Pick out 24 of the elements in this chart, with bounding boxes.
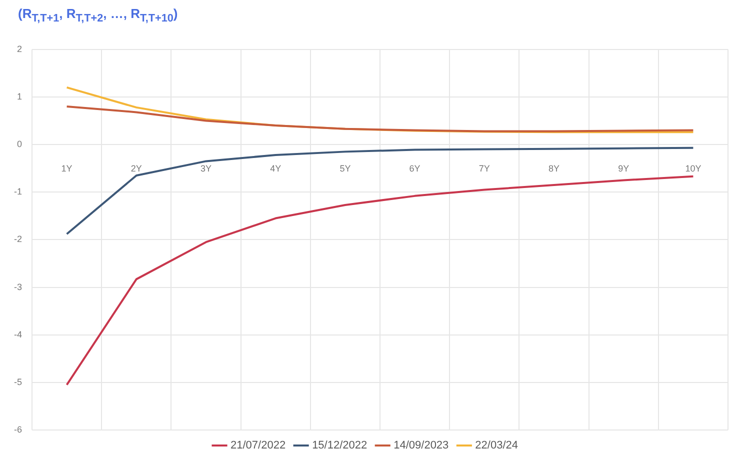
x-tick-label: 7Y — [478, 163, 490, 174]
legend-label: 14/09/2023 — [394, 440, 449, 452]
x-tick-label: 8Y — [548, 163, 560, 174]
x-tick-label: 1Y — [61, 163, 72, 174]
chart-title: (R$_{T,T+1}$, R$_{T,T+2}$, …, R$_{T,T+10}$) — [18, 6, 178, 25]
legend-label: 22/03/24 — [475, 440, 518, 452]
y-tick-label: -5 — [14, 376, 22, 387]
x-tick-label: 10Y — [685, 163, 702, 174]
x-tick-label: 9Y — [618, 163, 630, 174]
y-tick-label: 0 — [16, 139, 22, 150]
x-tick-label: 6Y — [409, 163, 420, 174]
y-tick-label: -1 — [14, 186, 22, 197]
x-tick-label: 5Y — [340, 163, 351, 174]
y-tick-label: -4 — [14, 329, 22, 340]
y-tick-label: -6 — [14, 424, 22, 434]
y-tick-label: 2 — [16, 44, 22, 54]
x-tick-label: 4Y — [270, 163, 282, 174]
x-tick-label: 2Y — [130, 163, 142, 174]
x-tick-label: 3Y — [200, 163, 212, 174]
legend-label: 15/12/2022 — [312, 440, 368, 452]
y-tick-label: -3 — [14, 282, 22, 292]
y-tick-label: -2 — [14, 234, 22, 244]
legend-label: 21/07/2022 — [230, 440, 286, 452]
y-tick-label: 1 — [16, 91, 22, 102]
